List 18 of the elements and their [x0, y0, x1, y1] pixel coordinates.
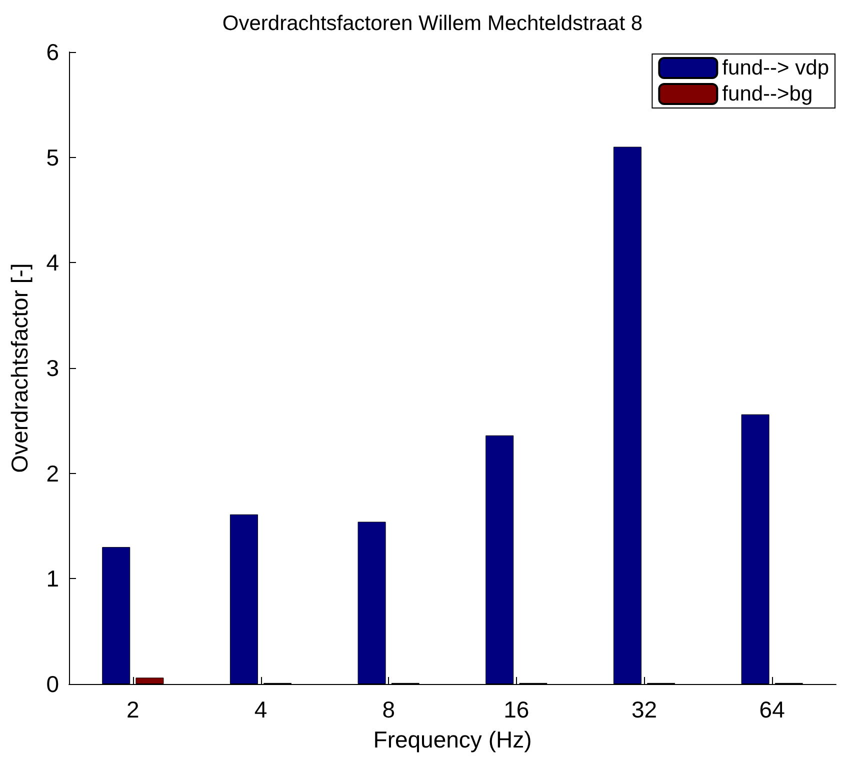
y-tick-label: 3 — [46, 355, 59, 381]
x-tick-label: 16 — [504, 696, 530, 722]
x-tick-label: 32 — [631, 696, 658, 722]
x-tick-label: 4 — [254, 696, 268, 722]
x-axis-title: Frequency (Hz) — [373, 726, 532, 752]
y-tick-label: 4 — [46, 250, 60, 276]
x-tick-label: 2 — [126, 696, 140, 722]
legend-label: fund--> vdp — [722, 56, 830, 80]
chart-title: Overdrachtsfactoren Willem Mechteldstraat 8 — [222, 12, 643, 35]
y-tick-label: 6 — [46, 39, 59, 65]
y-axis-title: Overdrachtsfactor [-] — [6, 263, 32, 473]
y-tick-label: 1 — [46, 566, 59, 592]
x-tick-label: 64 — [759, 696, 786, 722]
y-tick-label: 5 — [46, 144, 59, 170]
y-tick-label: 0 — [46, 671, 59, 697]
x-tick-label: 8 — [382, 696, 395, 722]
y-tick-label: 2 — [46, 460, 59, 486]
legend-label: fund-->bg — [722, 82, 813, 106]
